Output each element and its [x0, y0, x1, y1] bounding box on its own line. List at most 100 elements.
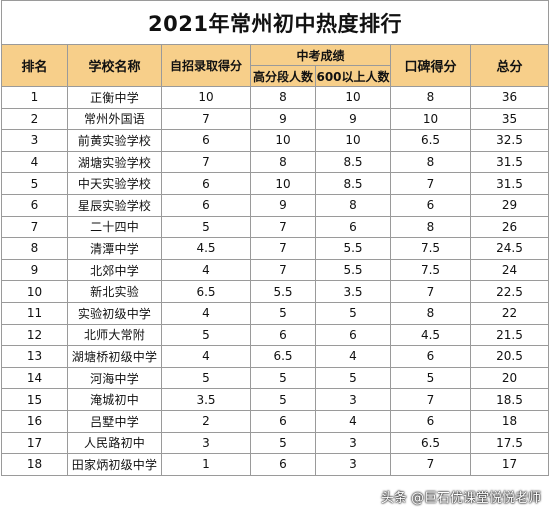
cell-reputation-score: 7 — [390, 280, 471, 303]
header-school: 学校名称 — [67, 44, 162, 87]
header-reputation: 口碑得分 — [390, 44, 471, 87]
cell-rank: 2 — [1, 107, 68, 131]
cell-above-600-count: 8 — [315, 193, 391, 217]
cell-rank: 13 — [1, 345, 68, 368]
cell-total-score: 20.5 — [470, 345, 549, 368]
header-high-score-count: 高分段人数 — [250, 65, 316, 87]
cell-self-enroll-score: 4 — [161, 345, 251, 368]
table-row: 7 二十四中 5 7 6 8 26 — [1, 215, 549, 239]
cell-self-enroll-score: 3 — [161, 431, 251, 455]
table-row: 1 正衡中学 10 8 10 8 36 — [1, 86, 549, 109]
cell-high-score-count: 8 — [250, 86, 316, 109]
cell-rank: 8 — [1, 237, 68, 260]
cell-self-enroll-score: 3.5 — [161, 388, 251, 411]
table-row: 8 清潭中学 4.5 7 5.5 7.5 24.5 — [1, 237, 549, 260]
cell-school-name: 常州外国语 — [67, 107, 162, 131]
table-row: 9 北郊中学 4 7 5.5 7.5 24 — [1, 258, 549, 282]
cell-high-score-count: 10 — [250, 172, 316, 195]
cell-high-score-count: 9 — [250, 107, 316, 131]
table-row: 6 星辰实验学校 6 9 8 6 29 — [1, 193, 549, 217]
cell-rank: 16 — [1, 409, 68, 433]
header-self-enroll: 自招录取得分 — [161, 44, 251, 87]
table-row: 11 实验初级中学 4 5 5 8 22 — [1, 301, 549, 325]
table-row: 13 湖塘桥初级中学 4 6.5 4 6 20.5 — [1, 345, 549, 368]
cell-total-score: 31.5 — [470, 150, 549, 174]
cell-total-score: 31.5 — [470, 172, 549, 195]
cell-total-score: 22 — [470, 301, 549, 325]
cell-rank: 12 — [1, 323, 68, 347]
cell-high-score-count: 7 — [250, 258, 316, 282]
cell-total-score: 17.5 — [470, 431, 549, 455]
cell-reputation-score: 5 — [390, 366, 471, 390]
table-title: 2021年常州初中热度排行 — [1, 0, 549, 45]
cell-school-name: 田家炳初级中学 — [67, 453, 162, 476]
cell-above-600-count: 5 — [315, 366, 391, 390]
ranking-table: 2021年常州初中热度排行 排名 学校名称 自招录取得分 中考成绩 口碑得分 总… — [1, 0, 549, 476]
cell-school-name: 人民路初中 — [67, 431, 162, 455]
cell-school-name: 二十四中 — [67, 215, 162, 239]
cell-rank: 1 — [1, 86, 68, 109]
table-row: 18 田家炳初级中学 1 6 3 7 17 — [1, 453, 549, 476]
cell-total-score: 24 — [470, 258, 549, 282]
cell-school-name: 正衡中学 — [67, 86, 162, 109]
cell-above-600-count: 10 — [315, 129, 391, 152]
table-row: 2 常州外国语 7 9 9 10 35 — [1, 107, 549, 131]
cell-self-enroll-score: 5 — [161, 366, 251, 390]
cell-rank: 14 — [1, 366, 68, 390]
cell-above-600-count: 3 — [315, 453, 391, 476]
cell-self-enroll-score: 7 — [161, 107, 251, 131]
cell-reputation-score: 7 — [390, 453, 471, 476]
table-row: 16 吕墅中学 2 6 4 6 18 — [1, 409, 549, 433]
cell-self-enroll-score: 4 — [161, 258, 251, 282]
table-row: 10 新北实验 6.5 5.5 3.5 7 22.5 — [1, 280, 549, 303]
cell-school-name: 星辰实验学校 — [67, 193, 162, 217]
cell-school-name: 湖塘实验学校 — [67, 150, 162, 174]
cell-high-score-count: 10 — [250, 129, 316, 152]
cell-rank: 15 — [1, 388, 68, 411]
cell-total-score: 26 — [470, 215, 549, 239]
cell-above-600-count: 5.5 — [315, 258, 391, 282]
cell-total-score: 36 — [470, 86, 549, 109]
cell-total-score: 32.5 — [470, 129, 549, 152]
cell-self-enroll-score: 6 — [161, 193, 251, 217]
cell-self-enroll-score: 5 — [161, 323, 251, 347]
cell-total-score: 22.5 — [470, 280, 549, 303]
cell-above-600-count: 6 — [315, 215, 391, 239]
cell-high-score-count: 7 — [250, 237, 316, 260]
cell-above-600-count: 5.5 — [315, 237, 391, 260]
header-zhongkao-group: 中考成绩 — [250, 44, 391, 66]
cell-above-600-count: 4 — [315, 345, 391, 368]
header-row-2: 高分段人数 600以上人数 — [2, 65, 549, 87]
cell-rank: 9 — [1, 258, 68, 282]
cell-school-name: 实验初级中学 — [67, 301, 162, 325]
cell-school-name: 吕墅中学 — [67, 409, 162, 433]
header-total: 总分 — [470, 44, 549, 87]
header-above-600-count: 600以上人数 — [315, 65, 391, 87]
cell-reputation-score: 7.5 — [390, 237, 471, 260]
cell-rank: 5 — [1, 172, 68, 195]
cell-reputation-score: 6.5 — [390, 431, 471, 455]
cell-above-600-count: 10 — [315, 86, 391, 109]
cell-self-enroll-score: 5 — [161, 215, 251, 239]
cell-reputation-score: 6 — [390, 193, 471, 217]
cell-reputation-score: 4.5 — [390, 323, 471, 347]
cell-total-score: 17 — [470, 453, 549, 476]
cell-reputation-score: 6 — [390, 409, 471, 433]
cell-high-score-count: 6 — [250, 453, 316, 476]
cell-school-name: 北郊中学 — [67, 258, 162, 282]
cell-above-600-count: 6 — [315, 323, 391, 347]
cell-above-600-count: 8.5 — [315, 172, 391, 195]
table-row: 14 河海中学 5 5 5 5 20 — [1, 366, 549, 390]
cell-high-score-count: 5 — [250, 366, 316, 390]
watermark: 头条 @巨石优课堂悦悦老师 — [380, 491, 541, 506]
cell-above-600-count: 3 — [315, 388, 391, 411]
table-row: 15 淹城初中 3.5 5 3 7 18.5 — [1, 388, 549, 411]
cell-school-name: 淹城初中 — [67, 388, 162, 411]
cell-school-name: 新北实验 — [67, 280, 162, 303]
header-rank: 排名 — [1, 44, 68, 87]
cell-total-score: 29 — [470, 193, 549, 217]
cell-school-name: 前黄实验学校 — [67, 129, 162, 152]
table-row: 5 中天实验学校 6 10 8.5 7 31.5 — [1, 172, 549, 195]
cell-self-enroll-score: 6 — [161, 172, 251, 195]
